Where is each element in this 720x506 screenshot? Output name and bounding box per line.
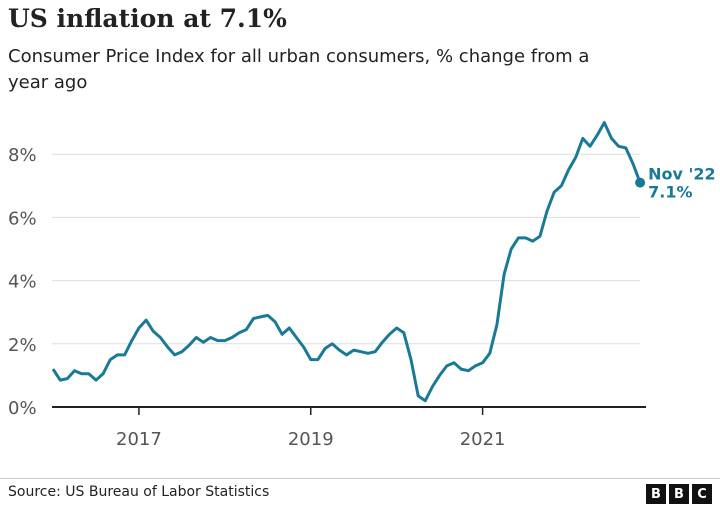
x-tick-label: 2019 — [288, 429, 334, 450]
y-tick-label: 0% — [8, 398, 37, 419]
chart-subtitle: Consumer Price Index for all urban consu… — [8, 46, 590, 93]
last-point-marker — [635, 177, 646, 188]
y-tick-label: 8% — [8, 145, 37, 166]
annotation-label: Nov '22 — [648, 165, 716, 184]
x-tick-label: 2021 — [460, 429, 506, 450]
annotation-value: 7.1% — [648, 183, 692, 202]
logo-block: B — [669, 484, 689, 504]
footer-divider — [0, 478, 720, 479]
logo-block: C — [692, 484, 712, 504]
y-tick-label: 6% — [8, 208, 37, 229]
chart-title: US inflation at 7.1% — [8, 4, 287, 33]
y-tick-label: 2% — [8, 335, 37, 356]
line-chart: 0% 2% 4% 6% 8% 2017 2019 2021 Nov '227.1% — [8, 121, 716, 450]
logo-block: B — [646, 484, 666, 504]
y-tick-label: 4% — [8, 272, 37, 293]
source-note: Source: US Bureau of Labor Statistics — [8, 484, 270, 500]
inflation-line — [51, 121, 642, 403]
bbc-logo: B B C — [646, 484, 712, 504]
x-tick-label: 2017 — [116, 429, 162, 450]
